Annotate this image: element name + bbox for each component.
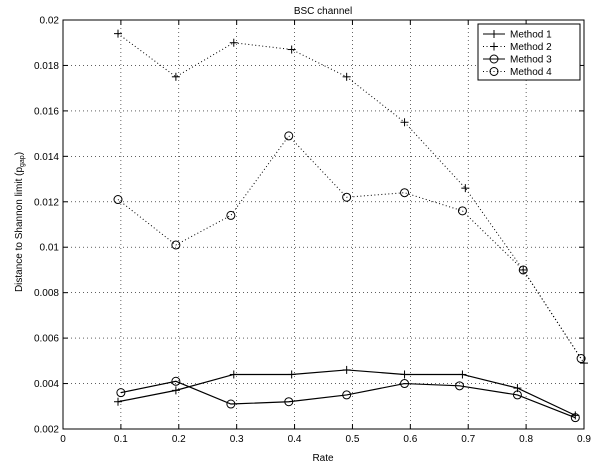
y-axis-label-subscript: gap bbox=[19, 155, 26, 167]
series-1-point bbox=[287, 370, 296, 379]
series-4-point bbox=[400, 188, 410, 198]
series-2-point bbox=[400, 118, 409, 127]
x-tick-label: 0.6 bbox=[403, 434, 417, 445]
series-3-point bbox=[570, 413, 580, 423]
series-4-point bbox=[113, 195, 123, 205]
series-4-point bbox=[171, 240, 181, 250]
legend-item-3-marker bbox=[489, 54, 499, 64]
legend-item-1-label: Method 1 bbox=[510, 30, 552, 41]
grid-lines bbox=[63, 20, 584, 429]
y-tick-label: 0.01 bbox=[40, 243, 60, 254]
y-tick-label: 0.006 bbox=[34, 334, 59, 345]
series-layer bbox=[113, 29, 588, 423]
axis-ticks: 0 0.1 0.2 0.3 0.4 0.5 0.6 0.7 0.8 0.9 0.002 0.004 0.… bbox=[34, 16, 591, 446]
series-3-point bbox=[171, 376, 181, 386]
series-3 bbox=[116, 376, 580, 423]
y-tick-label: 0.012 bbox=[34, 197, 59, 208]
x-tick-label: 0.9 bbox=[577, 434, 591, 445]
legend-box bbox=[477, 23, 581, 81]
series-2-point bbox=[461, 184, 470, 193]
x-tick-label: 0.2 bbox=[172, 434, 186, 445]
y-axis-label-close: ) bbox=[14, 152, 25, 155]
series-2-point bbox=[229, 38, 238, 47]
x-tick-label: 0 bbox=[60, 434, 66, 445]
series-1-point bbox=[458, 370, 467, 379]
series-3-point bbox=[116, 388, 126, 398]
legend-item-1-marker bbox=[490, 30, 498, 38]
y-tick-label: 0.002 bbox=[34, 425, 59, 436]
x-tick-label: 0.7 bbox=[461, 434, 475, 445]
x-axis-label: Rate bbox=[312, 453, 334, 464]
series-3-point bbox=[512, 390, 522, 400]
plot-frame bbox=[62, 19, 585, 430]
series-3-point bbox=[226, 399, 236, 409]
series-2-point bbox=[113, 29, 122, 38]
series-4-line bbox=[117, 135, 582, 359]
series-3-line bbox=[120, 380, 576, 419]
y-axis-label-main: Distance to Shannon limit (p bbox=[14, 167, 25, 293]
series-4-point bbox=[576, 354, 586, 364]
y-tick-label: 0.018 bbox=[34, 61, 59, 72]
series-4-point bbox=[342, 192, 352, 202]
series-4 bbox=[113, 131, 586, 364]
series-1-point bbox=[229, 370, 238, 379]
legend-item-4-label: Method 4 bbox=[510, 67, 552, 78]
series-4-point bbox=[226, 210, 236, 220]
series-1-point bbox=[400, 370, 409, 379]
series-3-point bbox=[342, 390, 352, 400]
x-tick-label: 0.4 bbox=[288, 434, 302, 445]
series-2-point bbox=[342, 72, 351, 81]
series-4-point bbox=[457, 206, 467, 216]
y-tick-label: 0.014 bbox=[34, 152, 59, 163]
y-axis-label: Distance to Shannon limit (pgap) bbox=[14, 152, 26, 292]
series-2-point bbox=[171, 72, 180, 81]
y-tick-label: 0.016 bbox=[34, 106, 59, 117]
x-tick-label: 0.1 bbox=[114, 434, 128, 445]
series-1-point bbox=[342, 365, 351, 374]
series-3-point bbox=[284, 397, 294, 407]
series-4-point bbox=[518, 265, 528, 275]
legend-item-2-marker bbox=[490, 42, 498, 51]
legend-item-2-label: Method 2 bbox=[510, 42, 552, 53]
chart-title: BSC channel bbox=[294, 6, 352, 17]
series-3-point bbox=[455, 381, 465, 391]
series-1 bbox=[113, 365, 580, 420]
series-4-point bbox=[284, 131, 294, 141]
y-tick-label: 0.004 bbox=[34, 379, 59, 390]
series-1-point bbox=[113, 397, 122, 406]
x-tick-label: 0.5 bbox=[345, 434, 359, 445]
series-1-point bbox=[171, 386, 180, 395]
y-tick-label: 0.02 bbox=[40, 16, 60, 27]
x-tick-label: 0.3 bbox=[230, 434, 244, 445]
y-tick-label: 0.008 bbox=[34, 288, 59, 299]
series-2-point bbox=[287, 45, 296, 54]
series-3-point bbox=[400, 379, 410, 389]
legend-item-4-marker bbox=[489, 67, 499, 76]
x-tick-label: 0.8 bbox=[519, 434, 533, 445]
legend-item-3-label: Method 3 bbox=[510, 55, 552, 66]
series-1-point bbox=[571, 411, 580, 420]
